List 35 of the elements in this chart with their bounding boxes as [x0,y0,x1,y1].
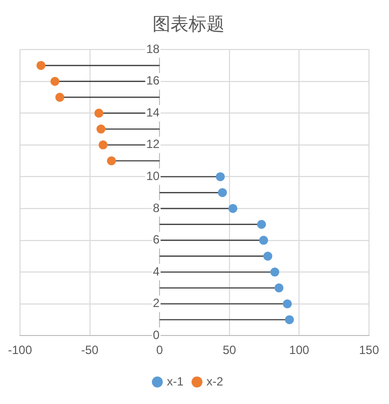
point [50,76,60,86]
y-tick-label: 14 [146,105,160,120]
y-tick-label: 12 [146,137,160,152]
point [55,92,64,102]
y-tick-label: 4 [152,264,160,278]
point [36,60,46,70]
point [284,315,294,324]
y-tick-label: 16 [146,74,160,88]
x-tick-label: 100 [289,343,310,358]
point [94,108,104,118]
y-tick-label: 6 [152,232,160,247]
point [282,299,292,308]
x-tick-label: -100 [8,343,32,358]
legend-label: x-2 [206,374,224,388]
x-tick-label: -50 [81,343,99,358]
point [218,188,227,198]
point [263,252,272,261]
y-tick-label: 8 [152,200,160,215]
point [106,156,116,166]
x-tick-label: 150 [358,343,380,358]
point [216,172,225,182]
x-tick-label: 50 [222,343,236,358]
y-tick-label: 2 [152,296,160,310]
point [228,204,238,213]
legend-label: x-1 [166,374,184,388]
point [259,236,268,245]
point [96,124,106,134]
y-tick-label: 18 [146,42,160,56]
chart-title: 图表标题 [152,14,224,34]
point [274,283,284,292]
y-tick-label: 10 [146,169,160,184]
point [270,268,280,277]
point [98,140,108,150]
y-tick-label: 0 [152,328,160,342]
point [257,220,266,229]
